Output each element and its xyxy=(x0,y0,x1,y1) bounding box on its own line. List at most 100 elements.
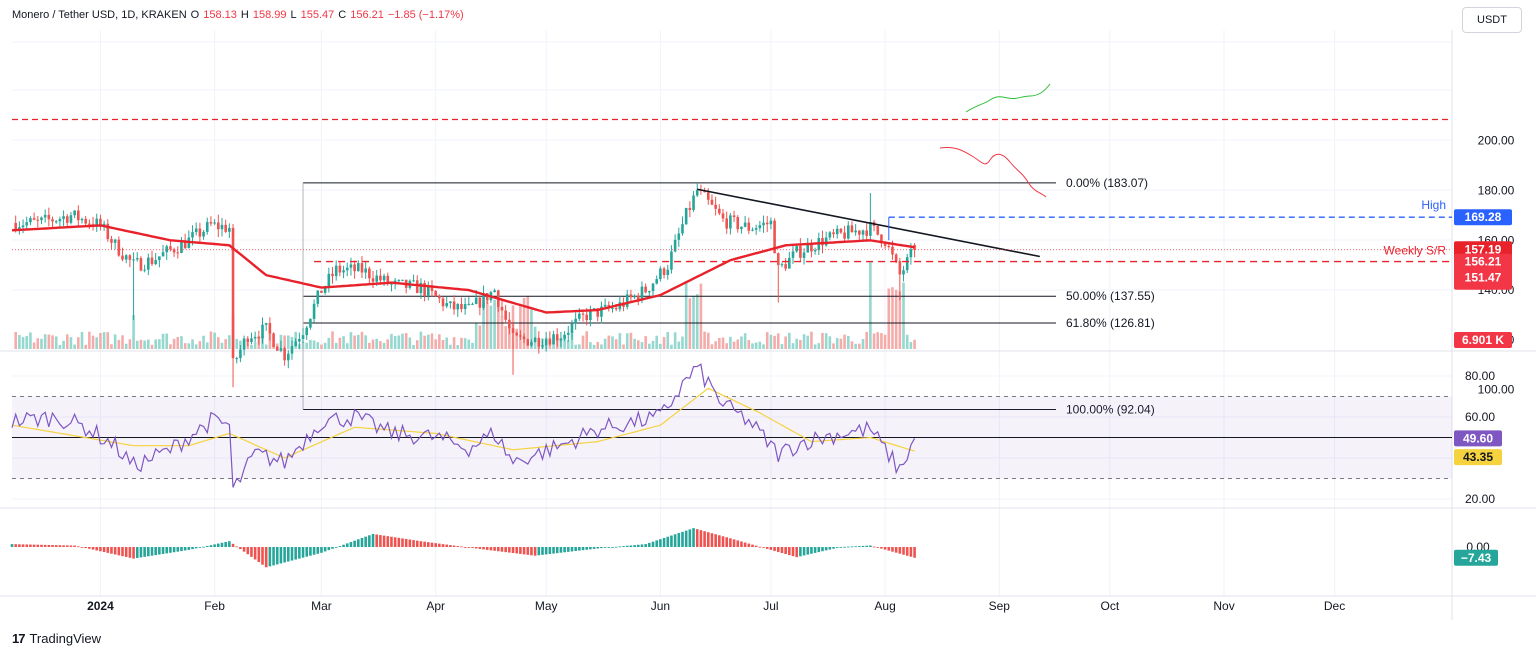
candle-body xyxy=(762,222,765,226)
currency-button[interactable]: USDT xyxy=(1462,7,1522,33)
volume-bar xyxy=(88,331,91,349)
oscillator-bar xyxy=(143,547,146,557)
oscillator-bar xyxy=(187,547,191,550)
volume-bar xyxy=(460,337,463,349)
oscillator-bar xyxy=(135,547,139,559)
volume-bar xyxy=(320,344,323,349)
oscillator-bar xyxy=(791,547,795,557)
oscillator-bar xyxy=(824,547,828,551)
oscillator-bar xyxy=(699,530,703,547)
volume-bar xyxy=(585,331,589,349)
volume-bar xyxy=(368,342,371,349)
volume-bar xyxy=(883,334,887,349)
oscillator-bar xyxy=(353,540,356,547)
oscillator-bar xyxy=(423,541,426,547)
candle-body xyxy=(846,225,850,239)
volume-bar xyxy=(858,343,861,349)
oscillator-bar xyxy=(25,544,29,547)
oscillator-bar xyxy=(788,547,791,556)
volume-bar xyxy=(508,327,511,349)
candle-body xyxy=(563,334,566,339)
volume-bar xyxy=(747,340,751,349)
open-value: 158.13 xyxy=(203,9,237,21)
volume-bar xyxy=(563,334,566,349)
oscillator-bar xyxy=(345,543,349,547)
candle-body xyxy=(65,216,69,223)
candle-body xyxy=(629,294,633,298)
oscillator-bar xyxy=(305,547,309,557)
tradingview-mark-icon: 17 xyxy=(12,631,26,646)
oscillator-bar xyxy=(29,544,32,547)
volume-bar xyxy=(861,339,865,349)
price-label-box xyxy=(1454,241,1512,258)
symbol-title[interactable]: Monero / Tether USD, 1D, KRAKEN xyxy=(12,9,187,21)
oscillator-bar xyxy=(426,542,430,547)
oscillator-bar xyxy=(382,535,386,547)
volume-bar xyxy=(909,342,913,349)
oscillator-bar xyxy=(570,547,574,552)
oscillator-bar xyxy=(84,547,87,548)
oscillator-bar xyxy=(695,529,699,547)
volume-bar xyxy=(154,339,157,349)
oscillator-bar xyxy=(246,547,250,555)
candle-body xyxy=(710,199,714,205)
candle-body xyxy=(364,268,367,273)
candle-body xyxy=(445,303,449,307)
volume-bar xyxy=(375,338,379,349)
volume-bar xyxy=(880,333,883,349)
tradingview-logo[interactable]: 17 TradingView xyxy=(12,631,101,646)
candle-body xyxy=(552,334,555,345)
volume-bar xyxy=(99,332,102,349)
volume-bar xyxy=(913,339,916,349)
volume-bar xyxy=(570,333,574,349)
candle-body xyxy=(578,313,581,319)
volume-bar xyxy=(813,344,817,349)
candle-body xyxy=(80,218,84,221)
volume-bar xyxy=(519,304,522,349)
oscillator-bar xyxy=(541,547,544,555)
volume-bar xyxy=(821,332,824,349)
volume-bar xyxy=(640,342,644,349)
volume-bar xyxy=(220,342,224,349)
moving-average-line xyxy=(11,224,915,314)
volume-bar xyxy=(456,344,460,349)
candle-body xyxy=(463,304,467,310)
candle-body xyxy=(235,358,239,360)
oscillator-bar xyxy=(489,547,493,551)
candle-body xyxy=(25,222,29,226)
candle-body xyxy=(342,270,345,273)
oscillator-bar xyxy=(375,534,379,547)
oscillator-bar xyxy=(294,547,297,560)
oscillator-bar xyxy=(95,547,99,551)
oscillator-bar xyxy=(283,547,286,563)
volume-bar xyxy=(695,294,699,349)
volume-bar xyxy=(891,287,894,349)
oscillator-bar xyxy=(110,547,113,554)
volume-bar xyxy=(743,333,747,349)
candle-body xyxy=(894,254,898,262)
candle-body xyxy=(511,328,515,333)
oscillator-bar xyxy=(220,542,224,547)
candle-body xyxy=(345,267,349,271)
oscillator-bar xyxy=(614,546,618,548)
volume-bar xyxy=(799,339,802,349)
oscillator-bar xyxy=(176,547,180,552)
oscillator-bar xyxy=(784,547,787,555)
oscillator-bar xyxy=(581,547,585,551)
candle-body xyxy=(905,257,909,271)
volume-bar xyxy=(788,332,791,349)
candle-body xyxy=(36,219,40,221)
candle-body xyxy=(228,227,231,232)
volume-bar xyxy=(452,337,456,349)
volume-bar xyxy=(379,341,382,349)
volume-bar xyxy=(397,335,401,349)
volume-bar xyxy=(688,298,692,349)
volume-bar xyxy=(165,333,169,349)
oscillator-bar xyxy=(132,547,135,559)
oscillator-bar xyxy=(850,546,854,548)
oscillator-bar xyxy=(217,543,220,547)
volume-bar xyxy=(776,333,780,349)
candle-body xyxy=(69,215,73,223)
volume-bar xyxy=(607,335,611,349)
